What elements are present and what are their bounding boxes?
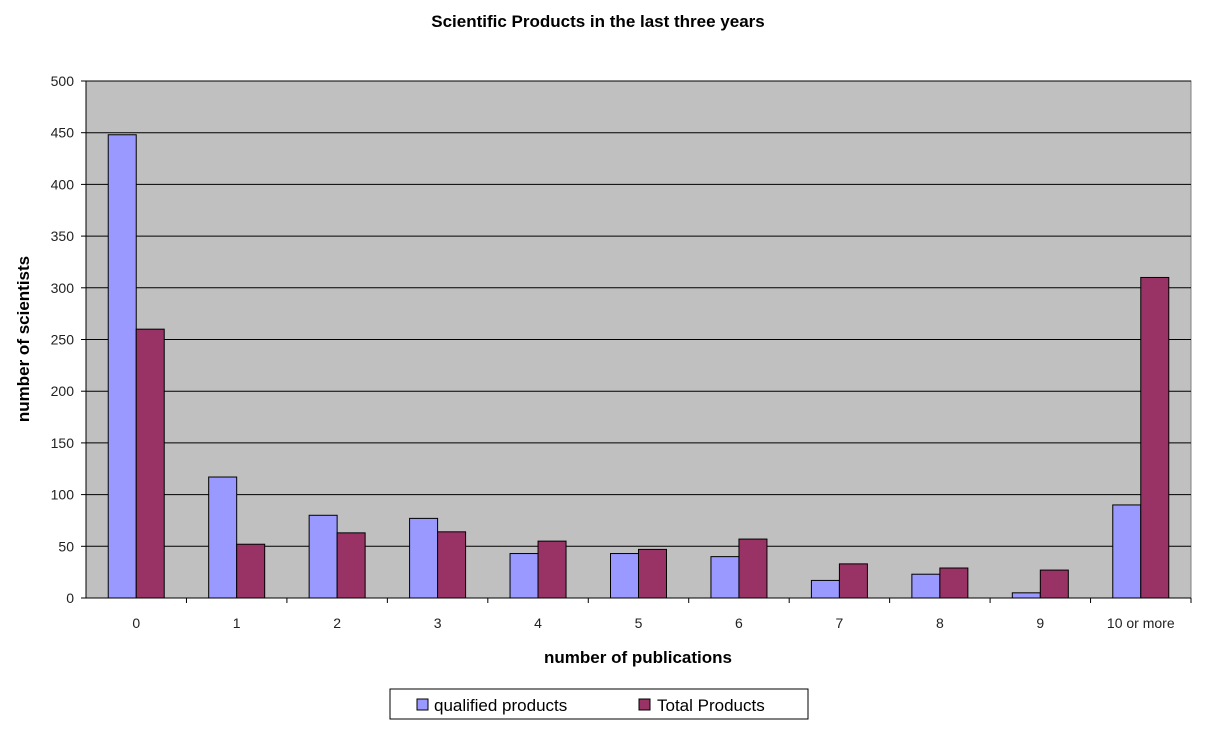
bar-total-6 bbox=[738, 538, 768, 599]
y-tick-labels: 0 50 100 150 200 250 300 350 400 450 500 bbox=[51, 73, 75, 606]
bar-total-7 bbox=[838, 563, 868, 599]
bar-total-2 bbox=[336, 532, 366, 599]
bar-qualified-2 bbox=[308, 514, 338, 599]
y-tick-label: 50 bbox=[58, 538, 74, 554]
bar-qualified-9 bbox=[1011, 592, 1041, 599]
bar-qualified-10 bbox=[1112, 504, 1142, 599]
bar-total-5 bbox=[638, 548, 667, 599]
x-axis-title: number of publications bbox=[544, 648, 732, 667]
y-axis-title: number of scientists bbox=[14, 256, 33, 422]
x-tick-label: 9 bbox=[1036, 615, 1044, 631]
y-tick-label: 300 bbox=[51, 280, 75, 296]
bar-qualified-7 bbox=[810, 579, 840, 599]
legend-label-total: Total Products bbox=[657, 696, 765, 715]
bar-total-8 bbox=[939, 567, 969, 599]
y-tick-label: 450 bbox=[51, 125, 75, 141]
bar-qualified-8 bbox=[911, 573, 941, 599]
bar-total-3 bbox=[437, 531, 467, 599]
x-tick-label: 3 bbox=[434, 615, 442, 631]
x-tick-label: 1 bbox=[233, 615, 241, 631]
bar-total-0 bbox=[135, 328, 165, 599]
bar-total-4 bbox=[537, 540, 567, 599]
bar-qualified-6 bbox=[710, 556, 740, 599]
x-tick-label: 2 bbox=[333, 615, 341, 631]
y-tick-label: 150 bbox=[51, 435, 75, 451]
bar-total-1 bbox=[236, 543, 266, 599]
bar-qualified-0 bbox=[107, 134, 137, 599]
x-tick-label: 6 bbox=[735, 615, 743, 631]
x-tick-label: 5 bbox=[635, 615, 643, 631]
x-tick-label: 4 bbox=[534, 615, 542, 631]
legend: qualified products Total Products bbox=[389, 688, 809, 720]
bar-qualified-3 bbox=[409, 517, 439, 599]
chart-title: Scientific Products in the last three ye… bbox=[431, 12, 765, 31]
y-tick-label: 500 bbox=[51, 73, 75, 89]
legend-label-qualified: qualified products bbox=[434, 696, 567, 715]
y-tick-label: 350 bbox=[51, 228, 75, 244]
axes bbox=[81, 80, 1192, 603]
y-tick-label: 250 bbox=[51, 332, 75, 348]
y-tick-label: 200 bbox=[51, 383, 75, 399]
grid-lines bbox=[86, 80, 1191, 547]
x-tick-label: 7 bbox=[836, 615, 844, 631]
x-tick-labels: 0 1 2 3 4 5 6 7 8 9 10 or more bbox=[132, 615, 1175, 631]
bar-total-9 bbox=[1039, 569, 1069, 599]
x-tick-label: 10 or more bbox=[1107, 615, 1175, 631]
legend-swatch-qualified bbox=[416, 698, 429, 711]
x-tick-label: 0 bbox=[132, 615, 140, 631]
y-tick-label: 100 bbox=[51, 487, 75, 503]
y-tick-label: 400 bbox=[51, 176, 75, 192]
legend-box bbox=[389, 688, 809, 720]
bar-qualified-4 bbox=[509, 553, 539, 599]
x-tick-label: 8 bbox=[936, 615, 944, 631]
bar-total-10 bbox=[1140, 276, 1170, 599]
bar-qualified-5 bbox=[610, 553, 639, 599]
legend-swatch-total bbox=[638, 698, 651, 711]
bar-qualified-1 bbox=[208, 476, 238, 599]
y-tick-label: 0 bbox=[66, 590, 74, 606]
